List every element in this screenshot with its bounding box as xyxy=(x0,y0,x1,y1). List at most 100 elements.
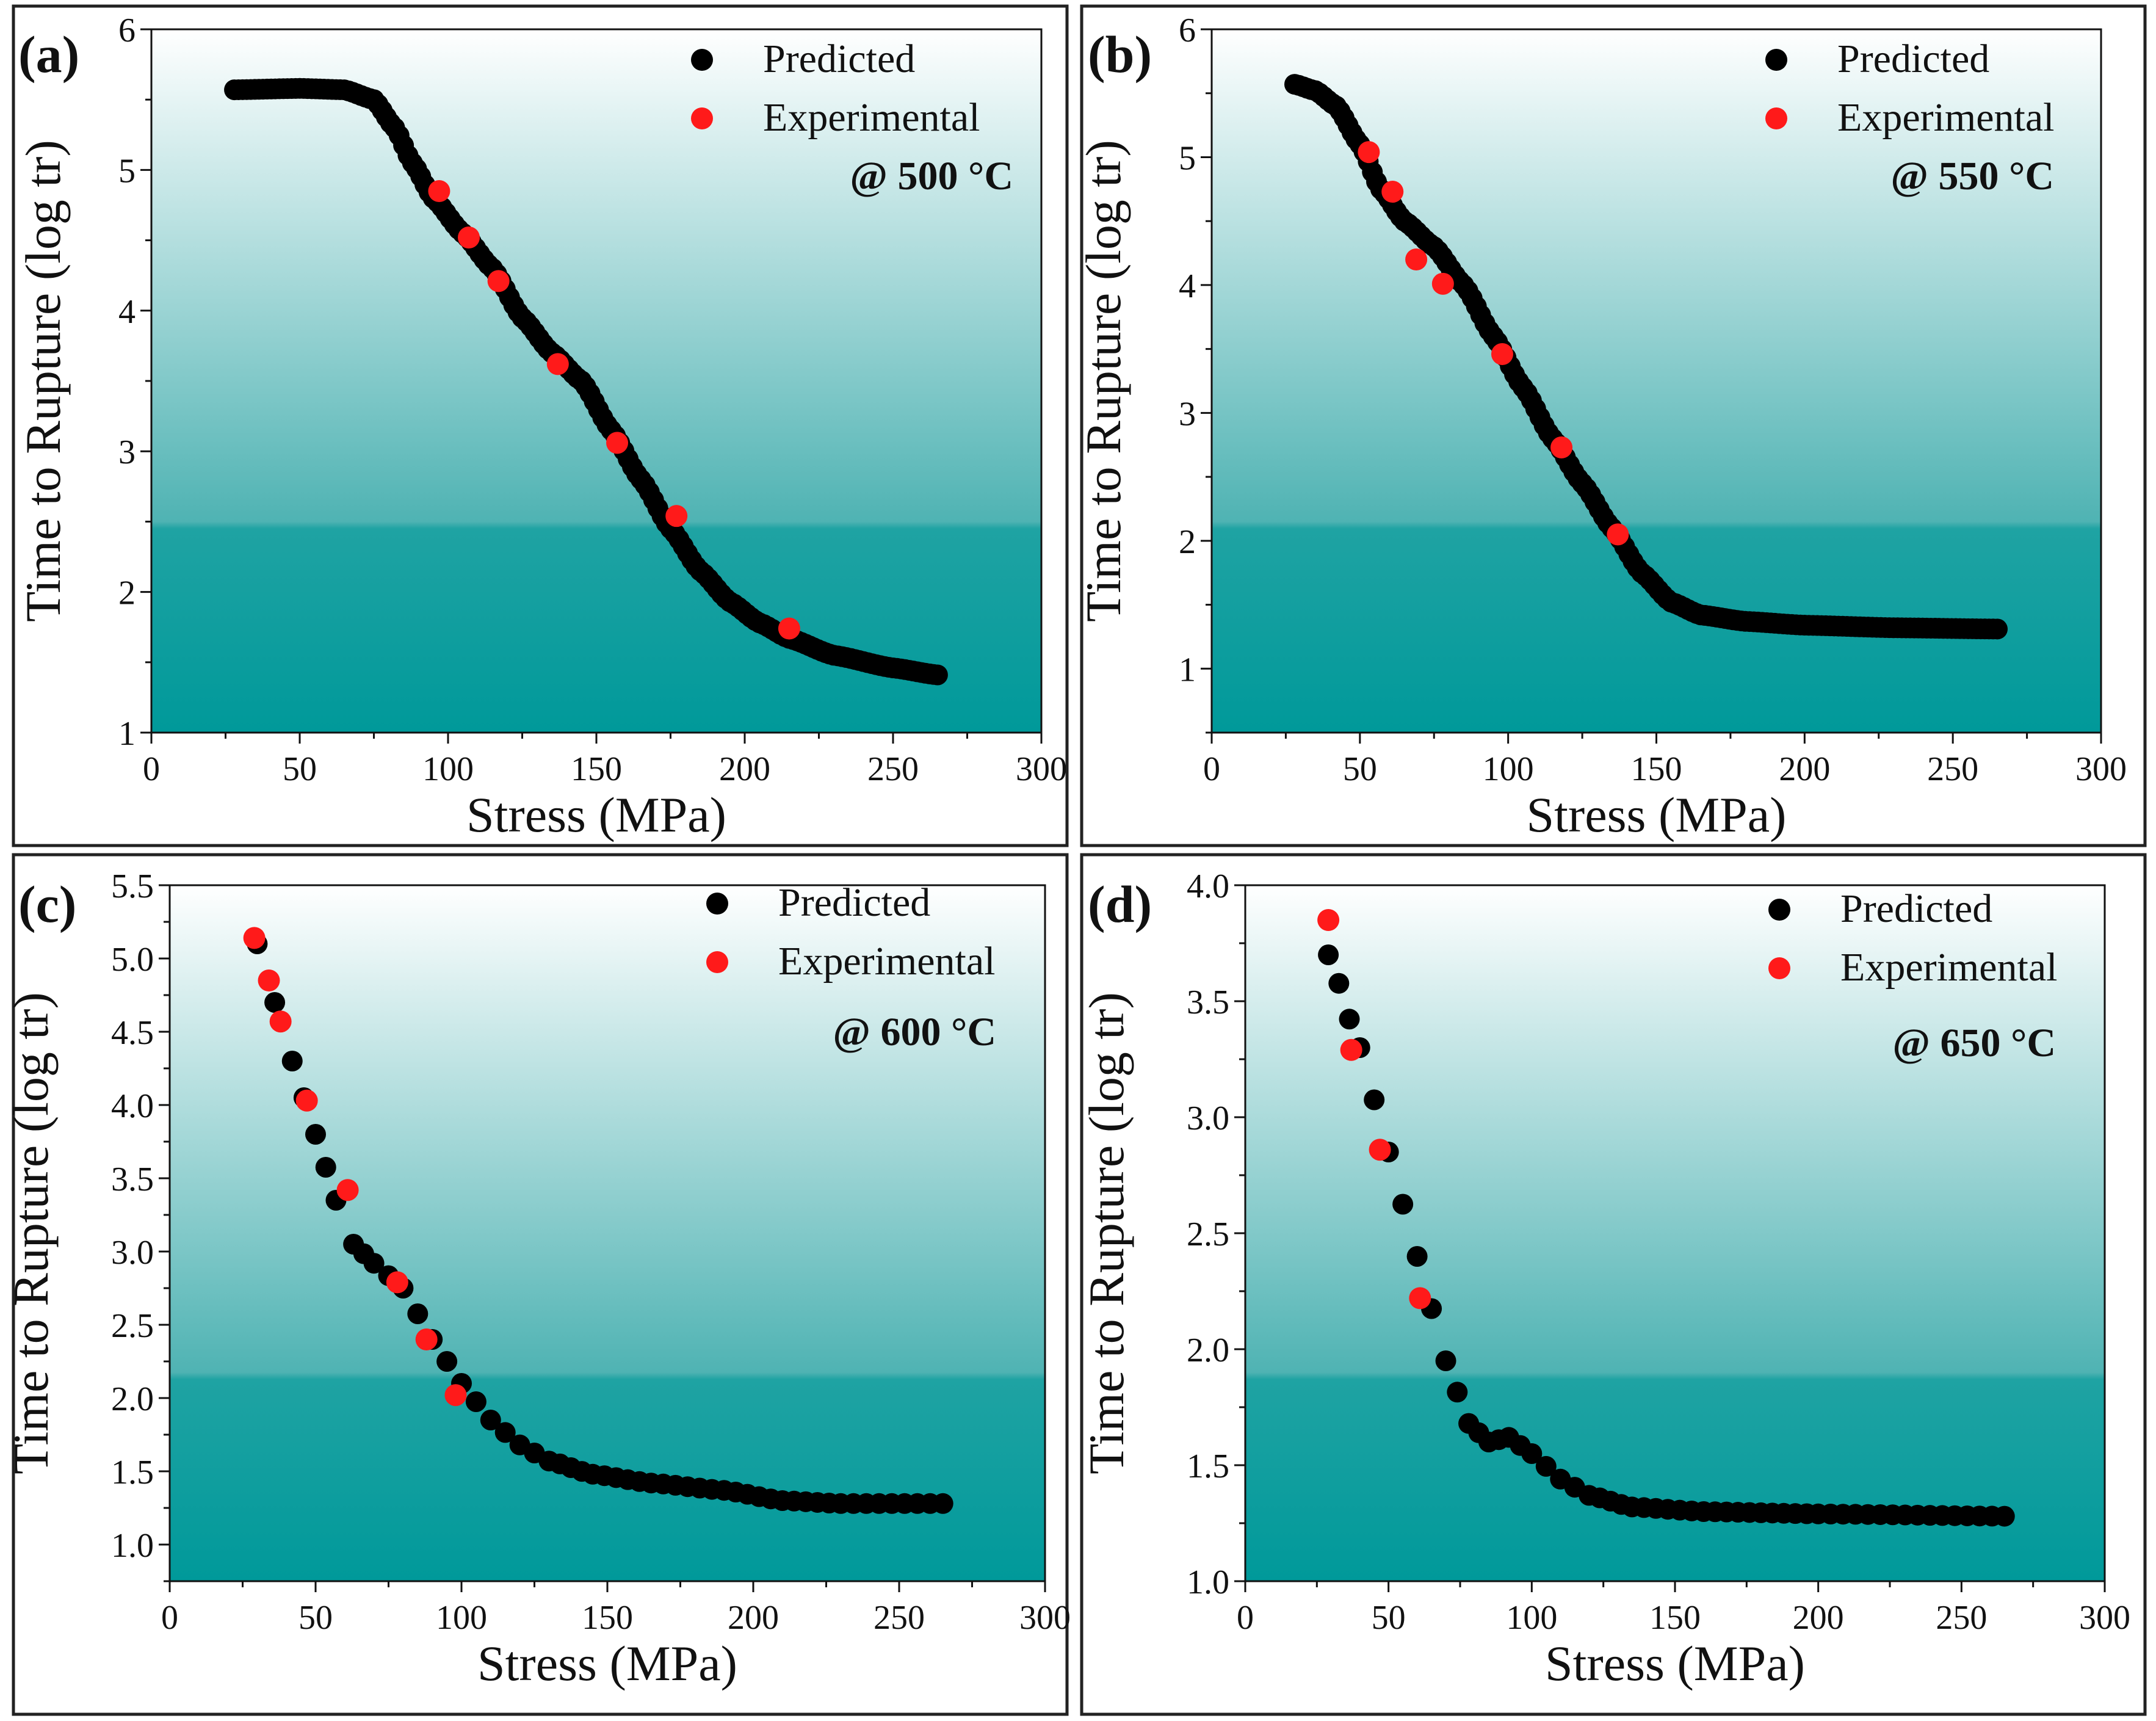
predicted-point xyxy=(1364,1089,1385,1110)
legend-label-predicted: Predicted xyxy=(763,37,915,81)
predicted-point xyxy=(436,1351,458,1372)
chart-panel-2: 0 50 100 150 200 250 300 1 2 3 4 5 6 Stress (MPa) Time… xyxy=(1076,4,2147,847)
y-tick-label: 4.0 xyxy=(1187,868,1229,905)
x-tick-label: 50 xyxy=(298,1599,333,1637)
x-tick-label: 300 xyxy=(1016,750,1067,788)
experimental-point xyxy=(1340,1038,1362,1061)
predicted-point xyxy=(315,1157,336,1178)
y-tick-label: 3.5 xyxy=(111,1161,154,1198)
y-tick-label: 1 xyxy=(118,715,136,753)
legend-label-experimental: Experimental xyxy=(763,95,980,140)
y-tick-label: 3.5 xyxy=(1187,984,1229,1021)
legend-label-experimental: Experimental xyxy=(1837,95,2055,140)
x-tick-label: 50 xyxy=(1372,1599,1406,1637)
experimental-point xyxy=(1491,343,1513,366)
x-tick-label: 200 xyxy=(719,750,770,788)
x-tick-label: 100 xyxy=(1483,750,1534,788)
experimental-point xyxy=(258,969,280,991)
y-tick-label: 3 xyxy=(118,433,136,471)
x-tick-label: 100 xyxy=(436,1599,487,1637)
legend-label-predicted: Predicted xyxy=(1837,37,1989,81)
predicted-point xyxy=(1406,1246,1428,1267)
x-tick-label: 150 xyxy=(571,750,622,788)
x-axis-title: Stress (MPa) xyxy=(1545,1636,1805,1691)
y-tick-label: 4 xyxy=(1179,267,1196,305)
predicted-point xyxy=(305,1124,326,1145)
x-tick-label: 0 xyxy=(1237,1599,1254,1637)
x-tick-label: 50 xyxy=(1343,750,1377,788)
experimental-point xyxy=(386,1271,408,1294)
y-tick-label: 3.0 xyxy=(111,1234,154,1272)
experimental-point xyxy=(428,179,450,202)
predicted-point xyxy=(264,992,286,1013)
legend-marker-predicted xyxy=(1768,899,1790,921)
legend-marker-experimental xyxy=(1768,957,1790,979)
predicted-point xyxy=(1447,1382,1468,1403)
experimental-point xyxy=(243,927,266,949)
x-tick-label: 0 xyxy=(1203,750,1220,788)
experimental-point xyxy=(415,1328,438,1350)
x-tick-label: 150 xyxy=(582,1599,633,1637)
panel-label: (b) xyxy=(1088,25,1152,84)
y-tick-label: 1 xyxy=(1179,651,1196,689)
experimental-point xyxy=(458,226,480,248)
legend-marker-predicted xyxy=(706,893,728,915)
panel-label: (c) xyxy=(18,875,76,933)
experimental-point xyxy=(1405,248,1428,271)
y-tick-label: 4.5 xyxy=(111,1014,154,1052)
x-tick-label: 250 xyxy=(1936,1599,1987,1637)
experimental-point xyxy=(778,617,800,640)
y-tick-label: 2.0 xyxy=(1187,1332,1229,1369)
panel-label: (d) xyxy=(1088,875,1152,933)
series-predicted xyxy=(1284,74,2008,640)
x-tick-label: 100 xyxy=(1506,1599,1557,1637)
experimental-point xyxy=(1381,181,1404,203)
predicted-point xyxy=(363,1253,385,1274)
legend-label-experimental: Experimental xyxy=(1840,945,2058,990)
panel-frame xyxy=(1080,4,2147,847)
predicted-point xyxy=(1435,1350,1456,1371)
predicted-point xyxy=(1318,944,1339,965)
y-tick-label: 5 xyxy=(118,152,136,190)
predicted-point xyxy=(465,1391,487,1412)
legend-marker-predicted xyxy=(691,49,713,71)
x-tick-label: 0 xyxy=(143,750,160,788)
y-tick-label: 5 xyxy=(1179,139,1196,177)
predicted-point xyxy=(407,1303,429,1324)
y-tick-label: 6 xyxy=(118,12,136,49)
y-tick-label: 1.5 xyxy=(1187,1447,1229,1485)
experimental-point xyxy=(1317,909,1340,931)
y-tick-label: 3.0 xyxy=(1187,1100,1229,1137)
y-axis-title: Time to Rupture (log tr) xyxy=(1076,140,1131,622)
predicted-point xyxy=(1339,1009,1360,1030)
legend: Predicted Experimental xyxy=(706,880,996,984)
legend: Predicted Experimental xyxy=(1765,37,2055,140)
y-tick-label: 6 xyxy=(1179,12,1196,49)
predicted-point xyxy=(281,1051,303,1071)
experimental-point xyxy=(1431,272,1454,295)
experimental-point xyxy=(444,1384,467,1407)
temperature-annotation: @ 500 °C xyxy=(850,154,1013,198)
y-axis-title: Time to Rupture (log tr) xyxy=(1079,992,1134,1474)
experimental-point xyxy=(606,432,629,454)
chart-panel-1: 0 50 100 150 200 250 300 1 2 3 4 5 6 Stress (MPa) Time… xyxy=(12,4,1069,847)
x-tick-label: 200 xyxy=(1793,1599,1844,1637)
panel-label: (a) xyxy=(18,25,79,84)
x-tick-label: 200 xyxy=(1779,750,1830,788)
y-tick-label: 2.5 xyxy=(111,1307,154,1345)
predicted-point xyxy=(1328,973,1350,994)
panel-frame xyxy=(1080,853,2147,1716)
predicted-point xyxy=(480,1410,501,1430)
legend-label-experimental: Experimental xyxy=(778,939,996,984)
plot-background xyxy=(170,885,1045,1581)
x-tick-label: 300 xyxy=(1019,1599,1071,1637)
y-tick-label: 4 xyxy=(118,293,136,331)
predicted-point xyxy=(932,1493,953,1514)
experimental-point xyxy=(336,1179,359,1201)
legend-marker-predicted xyxy=(1765,49,1787,71)
experimental-point xyxy=(487,270,510,292)
x-axis-title: Stress (MPa) xyxy=(466,787,726,842)
y-tick-label: 1.0 xyxy=(111,1527,154,1565)
panel-frame xyxy=(12,4,1069,847)
